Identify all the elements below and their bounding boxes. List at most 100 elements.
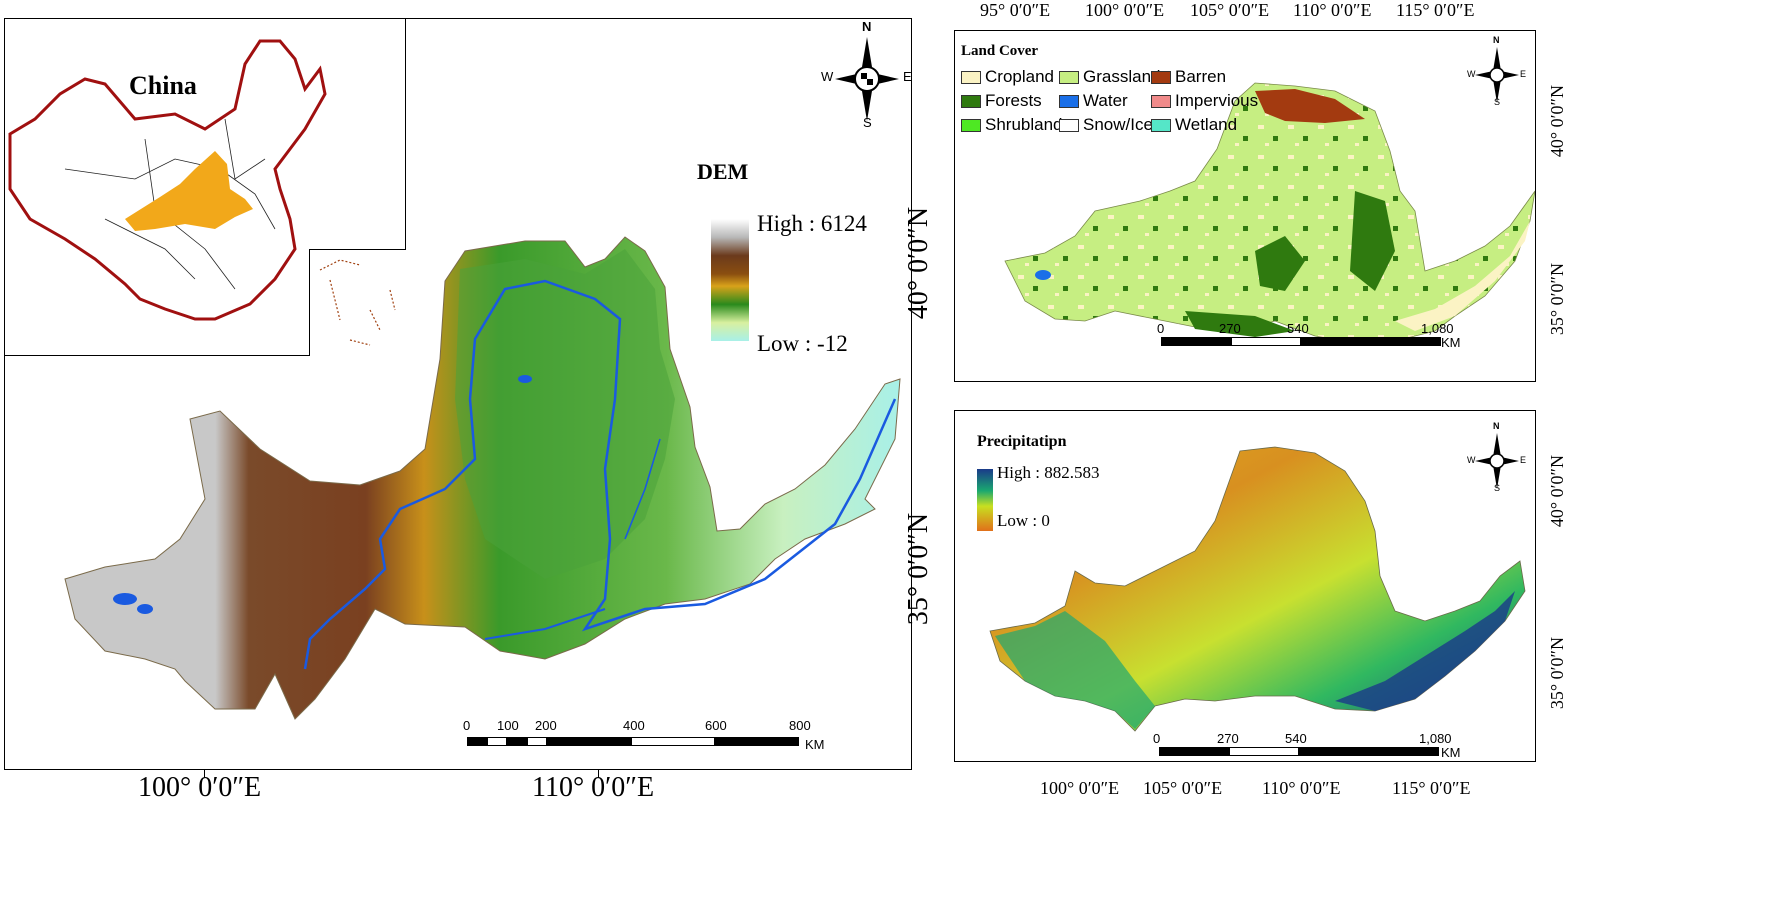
lc-legend-shrubland: Shrubland	[961, 115, 1063, 135]
lc-label-cropland: Cropland	[985, 67, 1054, 86]
lc-legend-title: Land Cover	[961, 43, 1039, 59]
precip-legend-high: High : 882.583	[997, 463, 1100, 482]
china-inset-canvas	[8, 39, 327, 321]
lc-label-wetland: Wetland	[1175, 115, 1238, 134]
lc-swatch-water	[1059, 94, 1079, 108]
dem-lat-text-0: 40° 0′0″N	[903, 206, 934, 320]
precip-lon-label-1: 105° 0′0″E	[1143, 778, 1223, 798]
compass-w: W	[821, 69, 834, 84]
china-inset	[5, 19, 406, 356]
lc-label-impervious: Impervious	[1175, 91, 1259, 110]
dem-legend-low: Low : -12	[757, 331, 848, 356]
dem-scale-bar	[467, 737, 801, 749]
lc-scale-bar	[1161, 337, 1441, 346]
precip-scale-tick-1: 270	[1217, 731, 1239, 746]
china-provinces	[64, 118, 276, 290]
lc-compass-e: E	[1520, 69, 1527, 79]
landcover-cropland-strip	[1395, 221, 1530, 331]
lc-scale-tick-2: 540	[1287, 321, 1309, 336]
precip-compass-s: S	[1494, 483, 1501, 493]
landcover-forest-patch	[1185, 311, 1295, 337]
wei-river	[484, 608, 606, 640]
inset-title-label: China	[129, 71, 197, 100]
precip-legend-title: Precipitatipn	[977, 433, 1067, 450]
lc-scale-tick-0: 0	[1157, 321, 1165, 336]
lc-swatch-snow-ice	[1059, 118, 1079, 132]
dem-map-frame: China N S W E DEM High : 6124 Low : -12	[4, 18, 912, 770]
south-china-sea-inset	[309, 249, 406, 356]
lc-legend-impervious: Impervious	[1151, 91, 1258, 111]
lake	[137, 604, 153, 614]
dem-tick	[598, 770, 599, 778]
lc-swatch-impervious	[1151, 94, 1171, 108]
dem-scale-unit: KM	[805, 737, 825, 752]
lc-legend-forests: Forests	[961, 91, 1042, 111]
lc-lat-text-0: 40° 0′0″N	[1547, 84, 1567, 158]
lc-swatch-cropland	[961, 70, 981, 84]
precip-legend-low: Low : 0	[997, 511, 1050, 530]
precip-lon-label-3: 115° 0′0″E	[1392, 778, 1471, 798]
precip-compass-n: N	[1493, 421, 1500, 431]
dem-lon-label-1: 110° 0′0″E	[532, 772, 655, 803]
precip-lat-label-0: 40° 0′0″N	[1547, 421, 1569, 561]
lc-lon-label-2: 105° 0′0″E	[1190, 0, 1270, 20]
lc-legend-cropland: Cropland	[961, 67, 1054, 87]
dem-scale-tick-3: 400	[623, 718, 645, 733]
precip-lon-label-2: 110° 0′0″E	[1262, 778, 1341, 798]
dem-scale-tick-0: 0	[463, 718, 471, 733]
precip-high-zone	[1335, 591, 1515, 711]
yellow-river	[303, 279, 897, 670]
lc-lon-label-3: 110° 0′0″E	[1293, 0, 1372, 20]
lc-legend-barren: Barren	[1151, 67, 1226, 87]
precip-scale-unit: KM	[1441, 745, 1461, 760]
precip-compass-w: W	[1467, 455, 1476, 465]
lc-swatch-shrubland	[961, 118, 981, 132]
lc-lon-label-0: 95° 0′0″E	[980, 0, 1051, 20]
dem-lat-label-1: 35° 0′0″N	[903, 479, 937, 659]
precip-map-canvas	[989, 446, 1526, 732]
dem-legend-high: High : 6124	[757, 211, 867, 236]
precip-scale-tick-0: 0	[1153, 731, 1161, 746]
lc-label-shrubland: Shrubland	[985, 115, 1063, 134]
lc-compass-s: S	[1494, 97, 1501, 107]
dem-scale-tick-1: 100	[497, 718, 519, 733]
precip-scale-tick-3: 1,080	[1419, 731, 1452, 746]
precip-compass-rose: N S W E	[1467, 421, 1527, 493]
lake	[518, 375, 532, 383]
precip-basin	[989, 446, 1526, 732]
lc-legend-snow-ice: Snow/Ice	[1059, 115, 1153, 135]
lc-compass-w: W	[1467, 69, 1476, 79]
lc-legend-wetland: Wetland	[1151, 115, 1237, 135]
landcover-map-frame: Land Cover Cropland Grassland Barren For…	[954, 30, 1536, 382]
landcover-forest-patch	[1255, 236, 1305, 291]
landcover-forest-patch	[1350, 191, 1395, 291]
lc-lat-label-1: 35° 0′0″N	[1547, 229, 1569, 369]
precip-legend-ramp	[977, 469, 993, 531]
lc-scale-unit: KM	[1441, 335, 1461, 350]
precip-lat-label-1: 35° 0′0″N	[1547, 603, 1569, 743]
landcover-map-canvas	[1004, 82, 1535, 344]
compass-s: S	[863, 115, 872, 130]
compass-n: N	[862, 19, 872, 34]
lake	[113, 593, 137, 605]
landcover-barren-desert	[1255, 89, 1365, 123]
precip-lat-text-0: 40° 0′0″N	[1547, 454, 1567, 528]
lc-label-snow-ice: Snow/Ice	[1083, 115, 1153, 134]
lc-label-barren: Barren	[1175, 67, 1227, 86]
dem-lat-text-1: 35° 0′0″N	[903, 512, 934, 626]
lc-swatch-barren	[1151, 70, 1171, 84]
precip-map-frame: Precipitatipn High : 882.583 Low : 0 N S…	[954, 410, 1536, 762]
dem-legend-ramp	[711, 219, 749, 341]
precip-compass-e: E	[1520, 455, 1527, 465]
lc-scale-tick-3: 1,080	[1421, 321, 1454, 336]
lc-compass-n: N	[1493, 35, 1500, 45]
lc-label-forests: Forests	[985, 91, 1042, 110]
compass-rose: N S W E	[821, 19, 911, 130]
dem-map-canvas	[64, 236, 901, 720]
precip-mid-zone	[995, 611, 1155, 729]
lc-lon-label-4: 115° 0′0″E	[1396, 0, 1475, 20]
dem-scale-tick-5: 800	[789, 718, 811, 733]
lc-legend-water: Water	[1059, 91, 1128, 111]
lc-lat-label-0: 40° 0′0″N	[1547, 51, 1569, 191]
lc-lat-text-1: 35° 0′0″N	[1547, 262, 1567, 336]
